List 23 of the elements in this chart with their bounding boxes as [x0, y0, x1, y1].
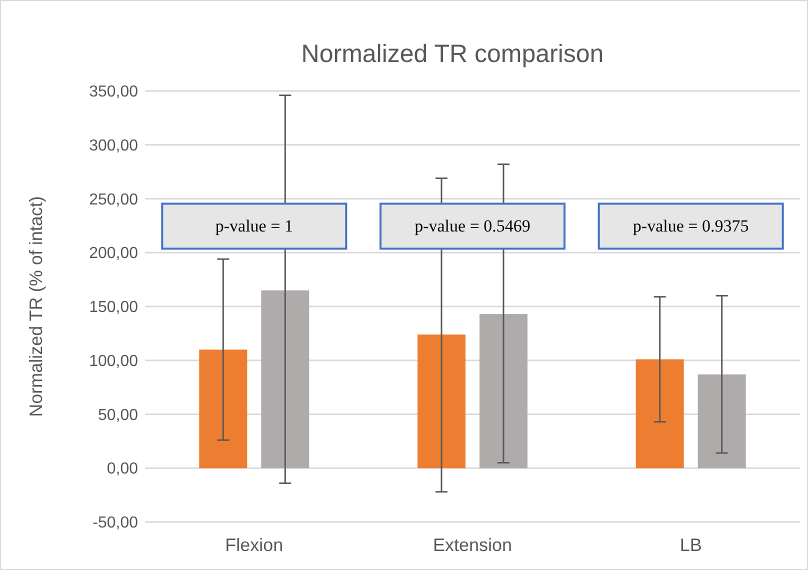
annotation: p-value = 0.9375 — [632, 216, 749, 236]
y-tick-label: 350,00 — [89, 84, 138, 101]
y-tick-label: -50,00 — [92, 514, 138, 532]
x-tick-label: Flexion — [225, 535, 284, 555]
bar — [698, 374, 746, 468]
bar — [261, 290, 310, 468]
x-tick-label: LB — [680, 535, 702, 555]
chart-title: Normalized TR comparison — [301, 40, 604, 68]
y-tick-label: 250,00 — [89, 191, 138, 208]
annotation: p-value = 1 — [215, 216, 293, 236]
bar — [480, 314, 528, 468]
bar — [199, 350, 248, 468]
y-tick-label: 0,00 — [106, 460, 138, 478]
y-tick-label: 300,00 — [89, 137, 138, 154]
x-tick-label: Extension — [432, 535, 512, 555]
y-axis-title: Normalized TR (% of intact) — [26, 196, 46, 417]
y-tick-label: 150,00 — [89, 299, 138, 316]
bar — [418, 334, 466, 468]
bar — [636, 359, 684, 468]
y-tick-label: 100,00 — [89, 352, 138, 370]
annotation: p-value = 0.5469 — [414, 216, 530, 236]
y-tick-label: 50,00 — [98, 406, 138, 424]
y-tick-label: 200,00 — [89, 245, 138, 262]
